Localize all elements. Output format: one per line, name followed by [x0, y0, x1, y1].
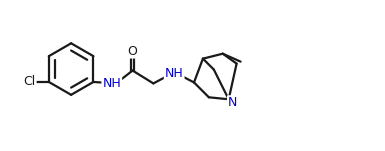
Text: Cl: Cl	[23, 76, 36, 88]
Text: NH: NH	[102, 77, 121, 90]
Text: O: O	[128, 45, 137, 58]
Text: N: N	[228, 96, 237, 109]
Text: NH: NH	[165, 67, 184, 80]
